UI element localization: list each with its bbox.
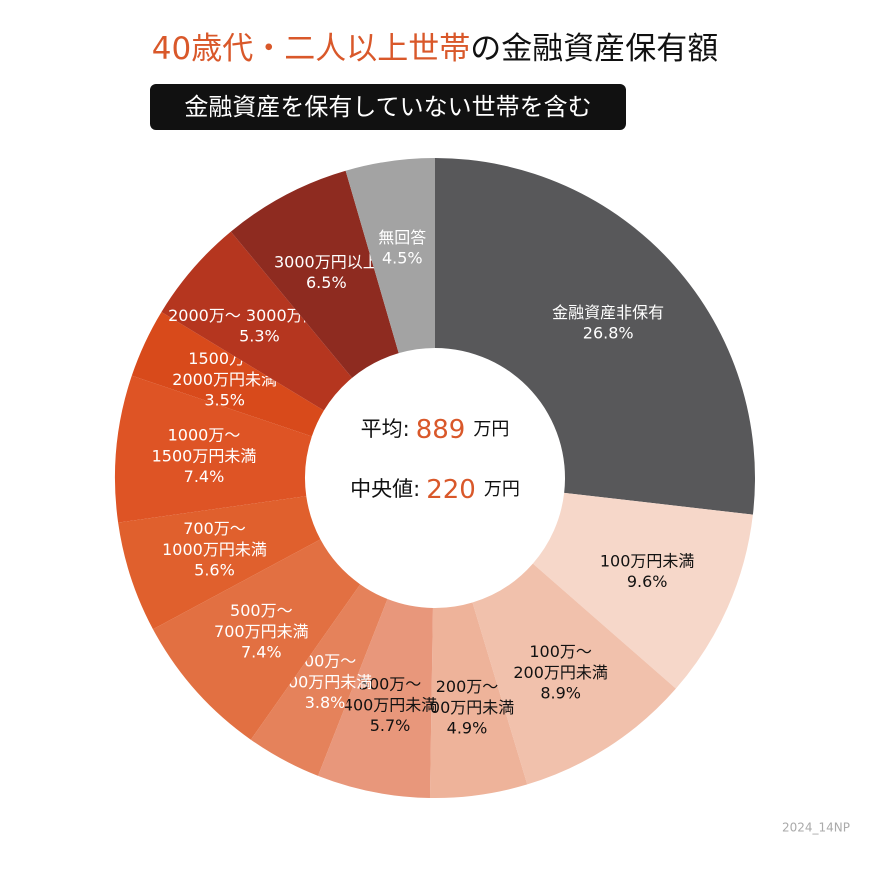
slice-value-label: 4.5% <box>382 248 423 267</box>
slice-label: 200万～ 300万円未満 <box>420 676 515 716</box>
slice-value-label: 3.5% <box>204 391 245 410</box>
slice-value-label: 4.9% <box>447 718 488 737</box>
donut-slice <box>435 158 755 515</box>
slice-value-label: 5.7% <box>370 716 411 735</box>
slice-value-label: 8.9% <box>540 684 581 703</box>
slice-value-label: 5.3% <box>239 326 280 345</box>
center-annotation: 中央値: 220 万円 <box>350 475 520 505</box>
donut-slice <box>230 170 399 378</box>
donut-slice <box>161 231 353 411</box>
subtitle: 金融資産を保有していない世帯を含む <box>184 93 591 121</box>
center-value: 889 <box>416 415 466 445</box>
chart-title: 40歳代・二人以上世帯の金融資産保有額 <box>152 31 718 67</box>
donut-slice <box>115 375 312 523</box>
slice-label: 1000万～ 1500万円未満 <box>152 425 257 465</box>
slice-label: 500万～ 700万円未満 <box>214 600 309 640</box>
title-highlight: 40歳代・二人以上世帯 <box>152 31 470 67</box>
slice-value-label: 7.4% <box>184 467 225 486</box>
center-unit: 万円 <box>484 479 520 500</box>
slice-label: 100万～ 200万円未満 <box>513 642 608 682</box>
center-annotation: 平均: 889 万円 <box>361 415 510 445</box>
donut-slice <box>429 602 528 798</box>
slice-value-label: 7.4% <box>241 642 282 661</box>
slice-label: 100万円未満 <box>600 551 695 570</box>
slice-label: 700万～ 1000万円未満 <box>162 519 267 559</box>
center-label: 平均: <box>361 417 410 441</box>
source: 2024_14NP <box>782 821 850 835</box>
slice-label: 無回答 <box>378 227 426 246</box>
donut-slice <box>118 496 321 630</box>
slice-label: 3000万円以上 <box>274 252 379 271</box>
slice-value-label: 6.5% <box>306 273 347 292</box>
slice-label: 300万～ 400万円未満 <box>343 674 438 714</box>
center-value: 220 <box>426 475 476 505</box>
donut-slice <box>345 158 435 354</box>
slice-value-label: 3.8% <box>305 693 346 712</box>
donut-slice <box>532 492 753 689</box>
slice-value-label: 9.6% <box>627 572 668 591</box>
title-rest: の金融資産保有額 <box>470 31 718 67</box>
slice-label: 金融資産非保有 <box>552 303 664 322</box>
donut-slice <box>472 563 676 785</box>
center-label: 中央値: <box>350 477 420 501</box>
subtitle-box <box>150 84 626 130</box>
slice-value-label: 26.8% <box>583 324 634 343</box>
slice-value-label: 5.6% <box>194 561 235 580</box>
donut-slice <box>131 311 324 437</box>
donut-slice <box>152 539 361 740</box>
donut-slice <box>250 584 388 776</box>
donut-slice <box>318 599 433 798</box>
center-unit: 万円 <box>473 419 509 440</box>
